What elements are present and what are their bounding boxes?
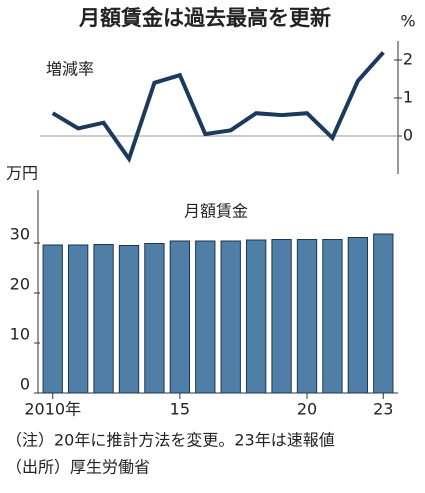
bar <box>67 244 89 394</box>
bar <box>347 237 369 394</box>
bar <box>296 239 318 394</box>
bar <box>220 240 241 394</box>
series-label: 月額賃金 <box>184 202 248 221</box>
bar <box>93 244 114 394</box>
line <box>51 51 385 164</box>
bar <box>144 243 165 394</box>
x-tick-label: 15 <box>170 400 190 419</box>
bar <box>373 233 394 394</box>
bar <box>195 240 216 394</box>
y-tick-label: 30 <box>10 225 30 244</box>
bar <box>271 239 292 394</box>
chart-title: 月額賃金は過去最高を更新 <box>78 6 331 30</box>
bar <box>245 239 267 394</box>
bar <box>42 244 63 394</box>
x-tick-label: 2010年 <box>24 400 81 419</box>
bar <box>118 245 140 394</box>
y-unit: 万円 <box>6 164 38 183</box>
y-tick-label: 10 <box>10 325 30 344</box>
x-tick-label: 20 <box>297 400 317 419</box>
y-unit: % <box>400 12 415 31</box>
y-tick-label: 20 <box>10 275 30 294</box>
bar <box>322 239 343 394</box>
x-tick-label: 23 <box>373 400 393 419</box>
y-tick-label: 2 <box>403 50 413 69</box>
series-label: 増減率 <box>46 60 94 79</box>
bar <box>169 240 191 394</box>
y-tick-label: 0 <box>20 375 30 394</box>
note: （注）20年に推計方法を変更。23年は速報値 <box>6 431 335 450</box>
y-tick-label: 0 <box>403 126 413 145</box>
note: （出所）厚生労働省 <box>6 458 150 477</box>
y-tick-label: 1 <box>403 88 413 107</box>
